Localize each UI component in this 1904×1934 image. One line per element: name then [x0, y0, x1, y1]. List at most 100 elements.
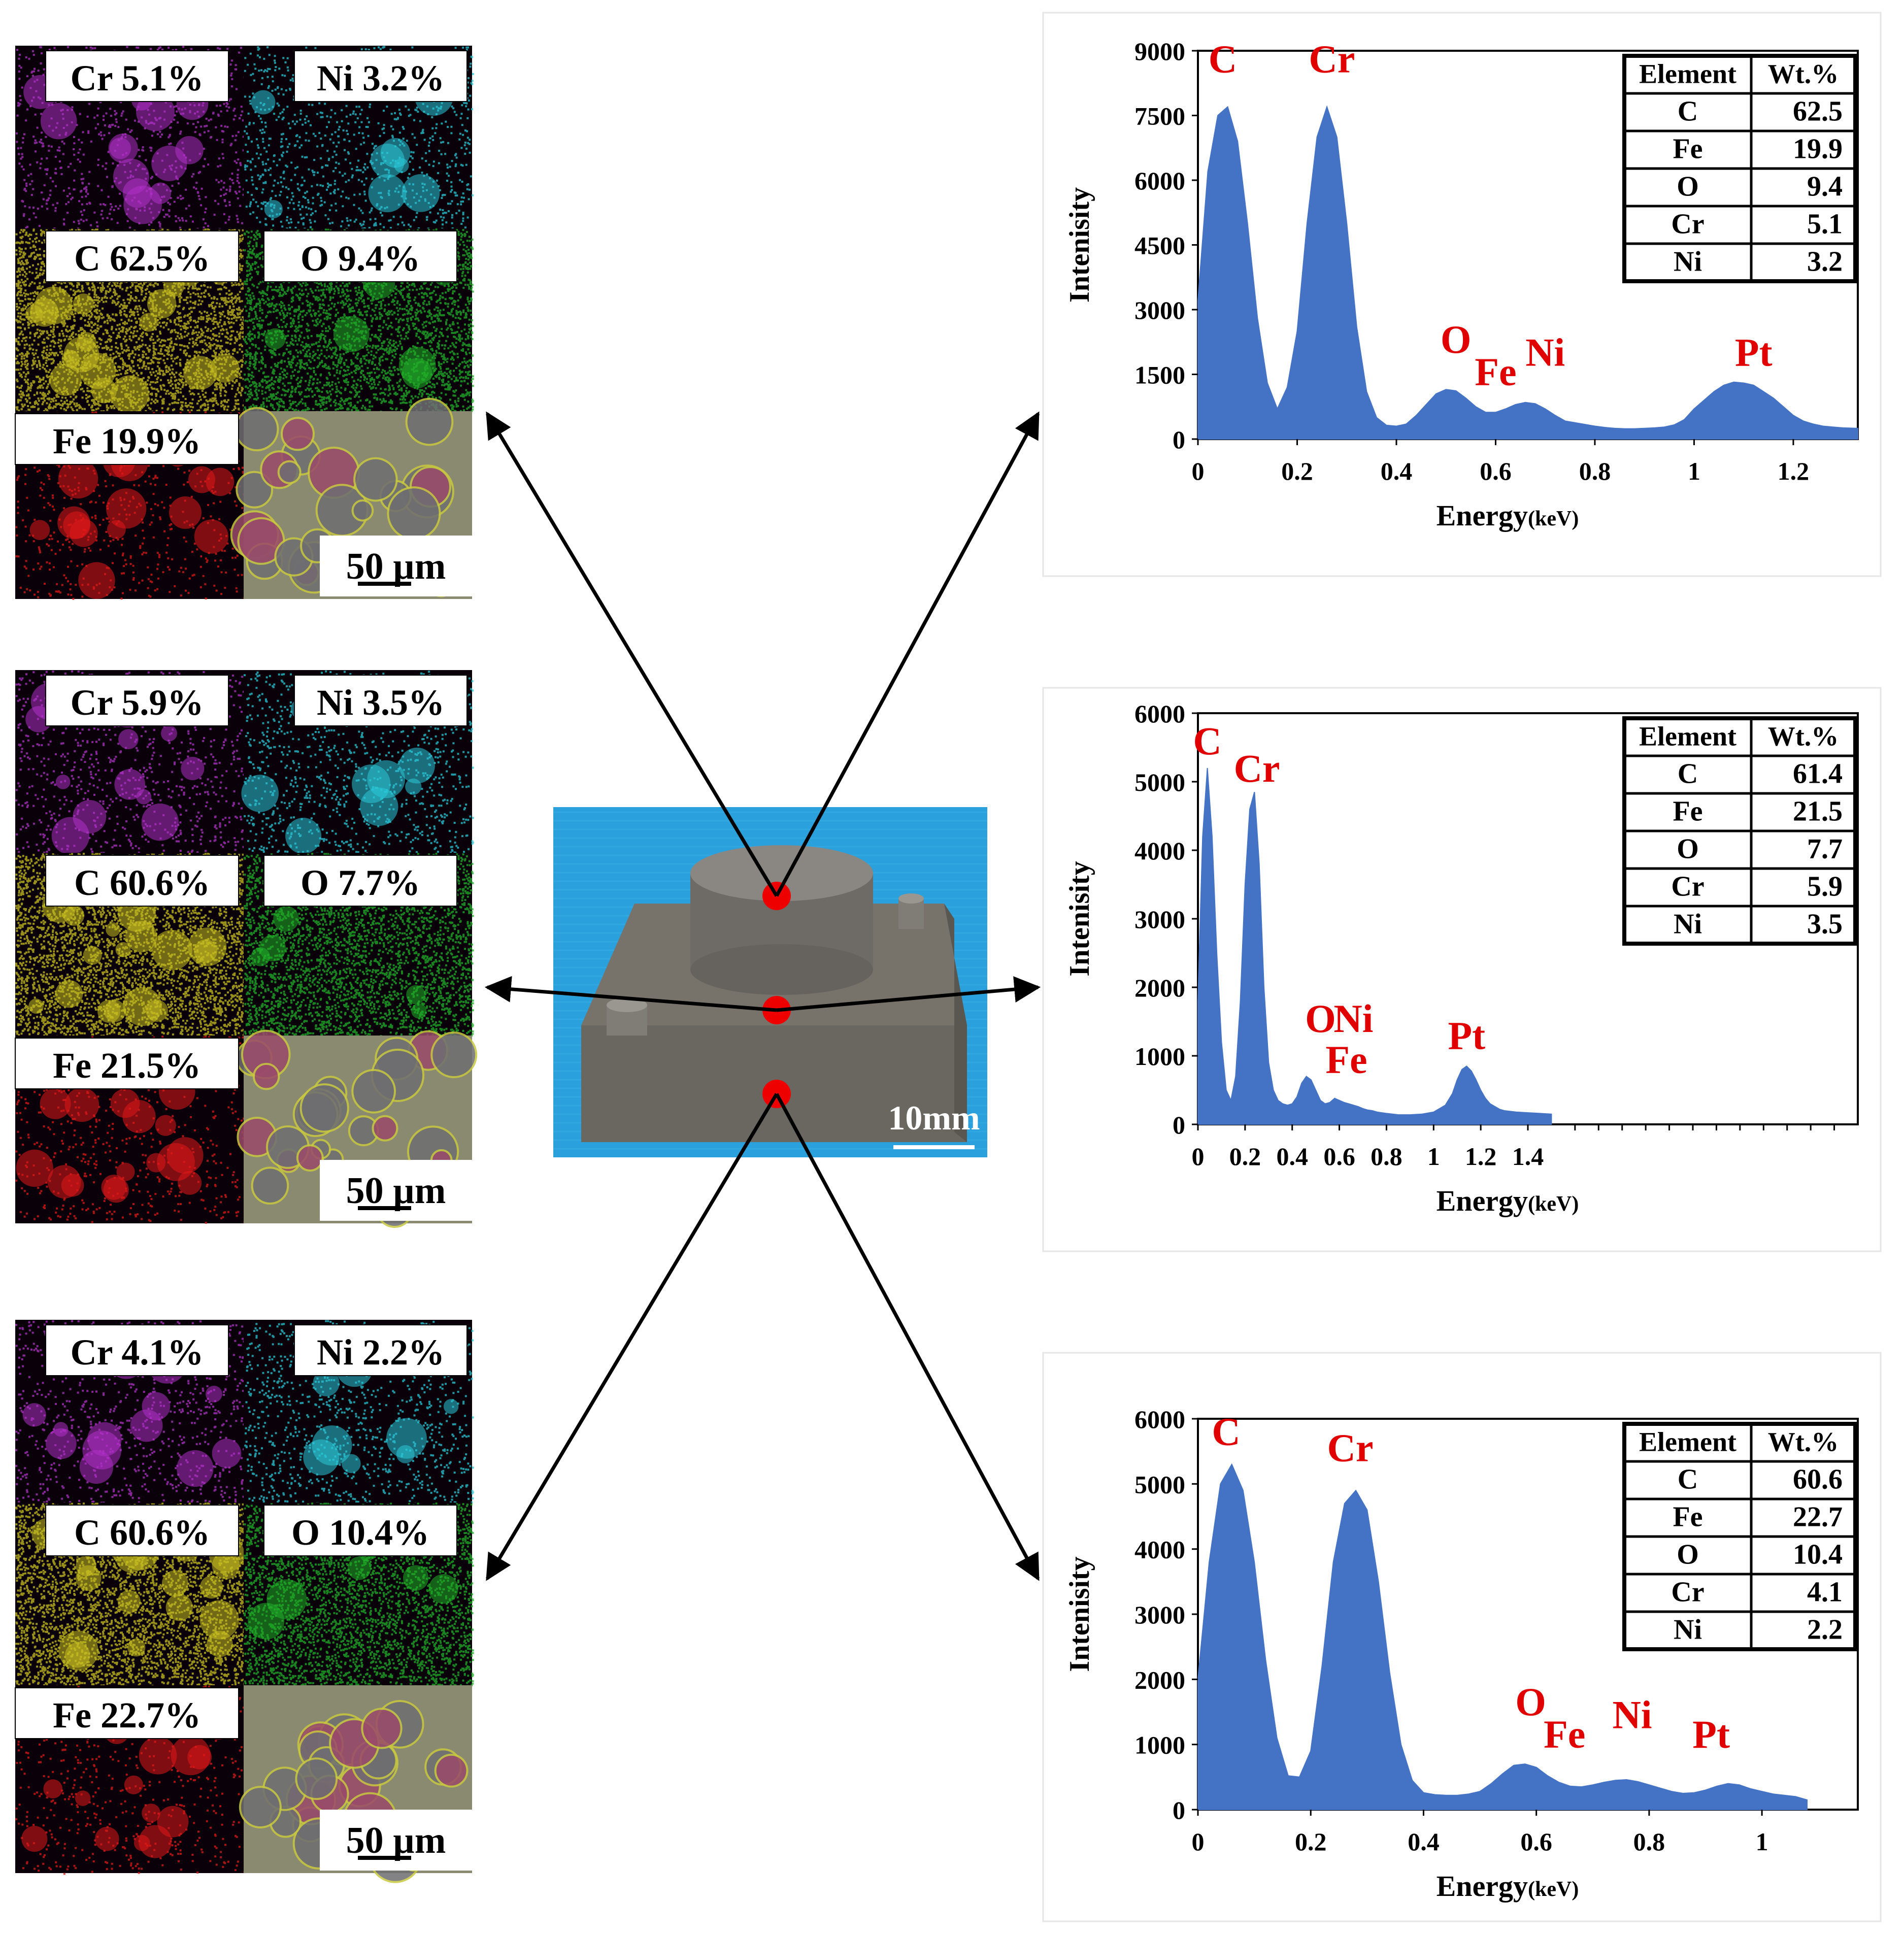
o-map-label: O 9.4% — [300, 238, 420, 279]
table-element: Fe — [1673, 133, 1702, 164]
o-map-label: O 7.7% — [300, 862, 420, 903]
peak-label-pt: Pt — [1692, 1712, 1730, 1756]
x-axis-label-unit: (keV) — [1528, 507, 1579, 530]
peak-label-c: C — [1212, 1409, 1240, 1453]
sem-grain — [387, 486, 441, 541]
sem-grain — [235, 407, 279, 452]
map-blob — [61, 350, 80, 368]
map-blob — [399, 747, 435, 784]
sem-grain — [434, 1753, 469, 1788]
y-tick-label: 1500 — [1134, 361, 1185, 389]
composition-table: Element Wt.% C 60.6 Fe 22.7 O 10.4 Cr 4.1 Ni 2.2 — [1622, 1422, 1857, 1651]
map-blob — [73, 293, 94, 315]
x-tick-label: 0.8 — [1633, 1827, 1665, 1856]
map-blob — [57, 506, 90, 540]
y-tick-label: 9000 — [1134, 37, 1185, 65]
x-tick-label: 0.6 — [1323, 1142, 1355, 1171]
map-blob — [402, 174, 440, 212]
table-wt: 60.6 — [1793, 1463, 1843, 1495]
y-tick-label: 6000 — [1134, 166, 1185, 195]
table-element: C — [1678, 758, 1698, 789]
x-tick-label: 0.4 — [1381, 457, 1413, 485]
sem-grain — [361, 1708, 403, 1749]
sample-photo: 10mm — [553, 807, 987, 1157]
map-blob — [368, 174, 407, 213]
table-wt: 5.1 — [1807, 208, 1843, 240]
peak-label-cr: Cr — [1327, 1425, 1374, 1470]
pin-left-top — [607, 998, 647, 1012]
cylinder-top — [690, 845, 873, 901]
map-blob — [152, 929, 192, 971]
map-blob — [78, 562, 115, 599]
table-wt: 3.5 — [1807, 908, 1843, 940]
x-tick-label: 0.2 — [1281, 457, 1313, 485]
arrow-6 — [775, 1093, 1040, 1581]
y-tick-label: 7500 — [1134, 102, 1185, 130]
sem-grain — [405, 397, 454, 446]
x-tick-label: 0.8 — [1371, 1142, 1402, 1171]
table-wt: 9.4 — [1807, 171, 1843, 202]
map-blob — [264, 199, 283, 219]
peak-label-fe: Fe — [1325, 1038, 1367, 1082]
map-blob — [141, 803, 179, 841]
map-blob — [75, 1790, 91, 1806]
map-blob — [40, 103, 77, 140]
table-header: Wt.% — [1768, 721, 1839, 751]
edx-panel-3: Cr 4.1% Ni 2.2% C 60.6% O 10.4% Fe 22.7% 50 µ… — [15, 1320, 474, 1883]
map-blob — [21, 1826, 48, 1852]
map-blob — [251, 90, 276, 115]
peak-label-cr: Cr — [1309, 37, 1355, 81]
map-blob — [139, 1737, 177, 1775]
peak-label-ni: Ni — [1333, 996, 1373, 1041]
map-blob — [402, 358, 432, 389]
map-blob — [116, 1162, 135, 1181]
cr-map-label: Cr 5.9% — [71, 682, 204, 723]
c-map-label: C 60.6% — [74, 862, 210, 903]
peak-label-fe: Fe — [1544, 1712, 1585, 1756]
map-blob — [113, 158, 149, 195]
table-wt: 4.1 — [1807, 1576, 1843, 1608]
table-wt: 62.5 — [1793, 95, 1843, 127]
photo-scale-label: 10mm — [888, 1098, 980, 1137]
map-blob — [177, 1450, 214, 1487]
peak-label-ni: Ni — [1525, 330, 1565, 375]
map-blob — [405, 778, 422, 795]
c-map-label-box — [45, 1505, 239, 1556]
map-blob — [347, 1556, 371, 1580]
map-blob — [35, 286, 73, 324]
o-map-label-box — [263, 855, 457, 907]
sem-grain — [252, 1062, 280, 1090]
map-blob — [127, 1638, 146, 1657]
map-blob — [76, 1565, 102, 1591]
table-header: Wt.% — [1768, 1426, 1839, 1457]
map-blob — [147, 289, 177, 319]
map-blob — [247, 1603, 285, 1640]
y-tick-label: 4500 — [1134, 231, 1185, 260]
x-tick-label: 0 — [1192, 1827, 1205, 1856]
ni-map-label-box — [294, 50, 467, 102]
map-blob — [396, 1445, 415, 1463]
c-map-label-box — [45, 855, 239, 907]
map-blob — [55, 980, 83, 1008]
map-blob — [94, 1826, 119, 1851]
x-axis-label-unit: (keV) — [1528, 1878, 1579, 1901]
map-blob — [139, 1825, 172, 1858]
peak-label-o: O — [1441, 317, 1472, 361]
scale-bar-box — [320, 1810, 472, 1871]
table-element: O — [1677, 833, 1699, 864]
map-blob — [303, 1439, 340, 1476]
scale-bar-box — [320, 536, 472, 596]
map-blob — [443, 1398, 459, 1414]
peak-label-pt: Pt — [1735, 330, 1773, 375]
y-tick-label: 2000 — [1134, 974, 1185, 1002]
map-blob — [155, 1115, 176, 1136]
fe-map-label: Fe 19.9% — [53, 421, 201, 461]
y-tick-label: 5000 — [1134, 1470, 1185, 1498]
peak-label-pt: Pt — [1448, 1014, 1485, 1058]
map-blob — [108, 134, 138, 163]
map-blob — [206, 468, 235, 496]
ni-map-label: Ni 2.2% — [317, 1332, 445, 1373]
peak-label-c: C — [1209, 37, 1237, 81]
map-blob — [91, 378, 117, 404]
